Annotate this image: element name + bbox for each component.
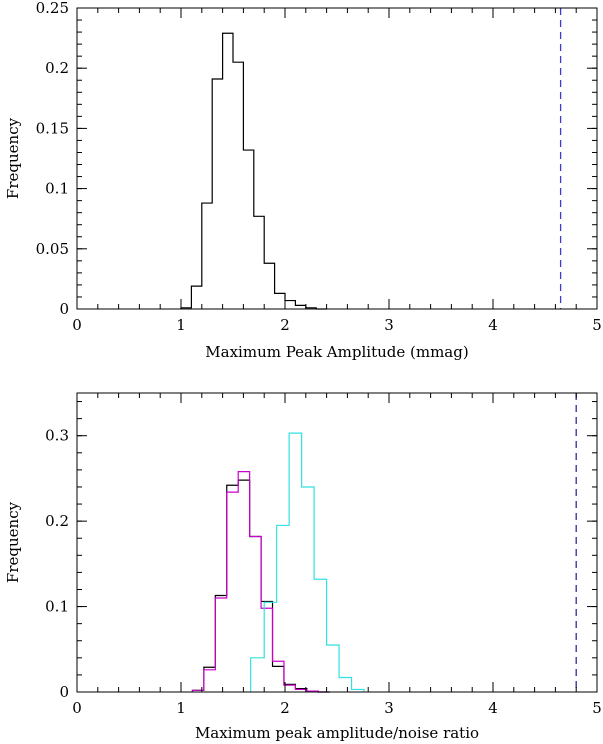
x-tick-label: 5 [592,699,602,717]
y-tick-label: 0.1 [45,598,69,616]
x-tick-label: 0 [72,699,82,717]
y-tick-label: 0.2 [45,512,69,530]
x-tick-label: 4 [488,316,498,334]
y-tick-label: 0 [59,300,69,318]
y-axis-label: Frequency [4,117,22,199]
x-axis-label: Maximum Peak Amplitude (mmag) [205,343,468,361]
x-tick-label: 3 [384,316,394,334]
x-tick-label: 2 [280,316,290,334]
x-axis-label: Maximum peak amplitude/noise ratio [195,724,479,742]
x-tick-label: 1 [176,699,186,717]
x-tick-label: 2 [280,699,290,717]
y-tick-label: 0.3 [45,427,69,445]
plot-frame [76,7,598,310]
y-tick-label: 0.1 [45,180,69,198]
chart-peak-amplitude: 0 1 2 3 4 5 0 0.05 0.1 0.15 0.2 0.25 Maximum Peak Am… [4,0,602,361]
x-tick-label: 5 [592,316,602,334]
histogram-series-2 [250,432,365,692]
plot-frame [76,392,598,693]
x-tick-label: 4 [488,699,498,717]
y-tick-label: 0.15 [36,119,69,137]
y-tick-label: 0 [59,683,69,701]
y-axis-label: Frequency [4,501,22,583]
y-tick-label: 0.2 [45,59,69,77]
histogram-series-0 [180,32,327,310]
histogram-series-1 [191,470,330,693]
y-tick-label: 0.05 [36,240,69,258]
chart-amplitude-noise-ratio: 0 1 2 3 4 5 0 0.1 0.2 0.3 Maximum peak amplitude/n… [4,392,602,742]
y-tick-label: 0.25 [36,0,69,17]
x-tick-label: 3 [384,699,394,717]
x-tick-label: 1 [176,316,186,334]
x-tick-label: 0 [72,316,82,334]
